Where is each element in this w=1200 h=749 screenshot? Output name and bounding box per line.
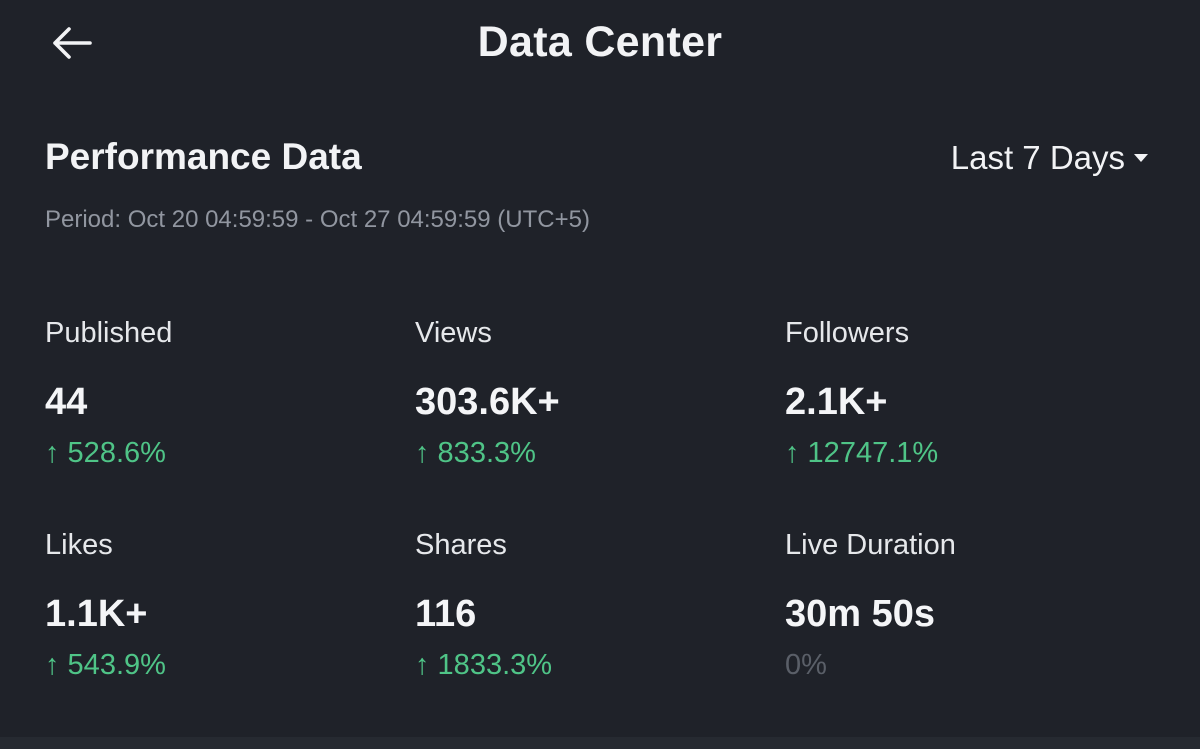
metric-change: ↑ 12747.1% — [785, 437, 939, 469]
metric-published: Published 44 ↑ 528.6% — [45, 316, 375, 470]
metric-value: 2.1K+ — [785, 381, 888, 423]
metric-shares: Shares 116 ↑ 1833.3% — [415, 528, 745, 682]
metric-value: 30m 50s — [785, 593, 936, 635]
app-header: Data Center — [0, 0, 1200, 88]
metric-value: 1.1K+ — [45, 593, 148, 635]
back-button[interactable] — [46, 20, 98, 66]
caret-down-icon — [1134, 154, 1148, 162]
page-title: Data Center — [477, 18, 723, 66]
metric-live-duration: Live Duration 30m 50s 0% — [785, 528, 1115, 682]
period-text: Period: Oct 20 04:59:59 - Oct 27 04:59:5… — [45, 206, 590, 233]
metric-value: 303.6K+ — [415, 381, 560, 423]
bottom-divider — [0, 737, 1200, 749]
date-range-dropdown[interactable]: Last 7 Days — [951, 139, 1148, 177]
date-range-label: Last 7 Days — [950, 139, 1125, 176]
metric-label: Published — [45, 317, 173, 349]
metric-value: 116 — [415, 593, 477, 635]
arrow-left-icon — [53, 27, 92, 59]
metric-label: Likes — [45, 529, 113, 561]
metric-value: 44 — [45, 381, 88, 423]
metric-label: Followers — [785, 317, 910, 349]
metric-change: ↑ 1833.3% — [415, 649, 553, 681]
metric-change: ↑ 528.6% — [45, 437, 166, 469]
metric-change: ↑ 543.9% — [45, 649, 166, 681]
metric-change: 0% — [785, 649, 827, 681]
section-title: Performance Data — [45, 136, 362, 177]
metric-change: ↑ 833.3% — [415, 437, 536, 469]
metric-label: Live Duration — [785, 529, 956, 561]
metric-followers: Followers 2.1K+ ↑ 12747.1% — [785, 316, 1115, 470]
metric-label: Shares — [415, 529, 507, 561]
metric-likes: Likes 1.1K+ ↑ 543.9% — [45, 528, 375, 682]
metric-views: Views 303.6K+ ↑ 833.3% — [415, 316, 745, 470]
metric-label: Views — [415, 317, 492, 349]
